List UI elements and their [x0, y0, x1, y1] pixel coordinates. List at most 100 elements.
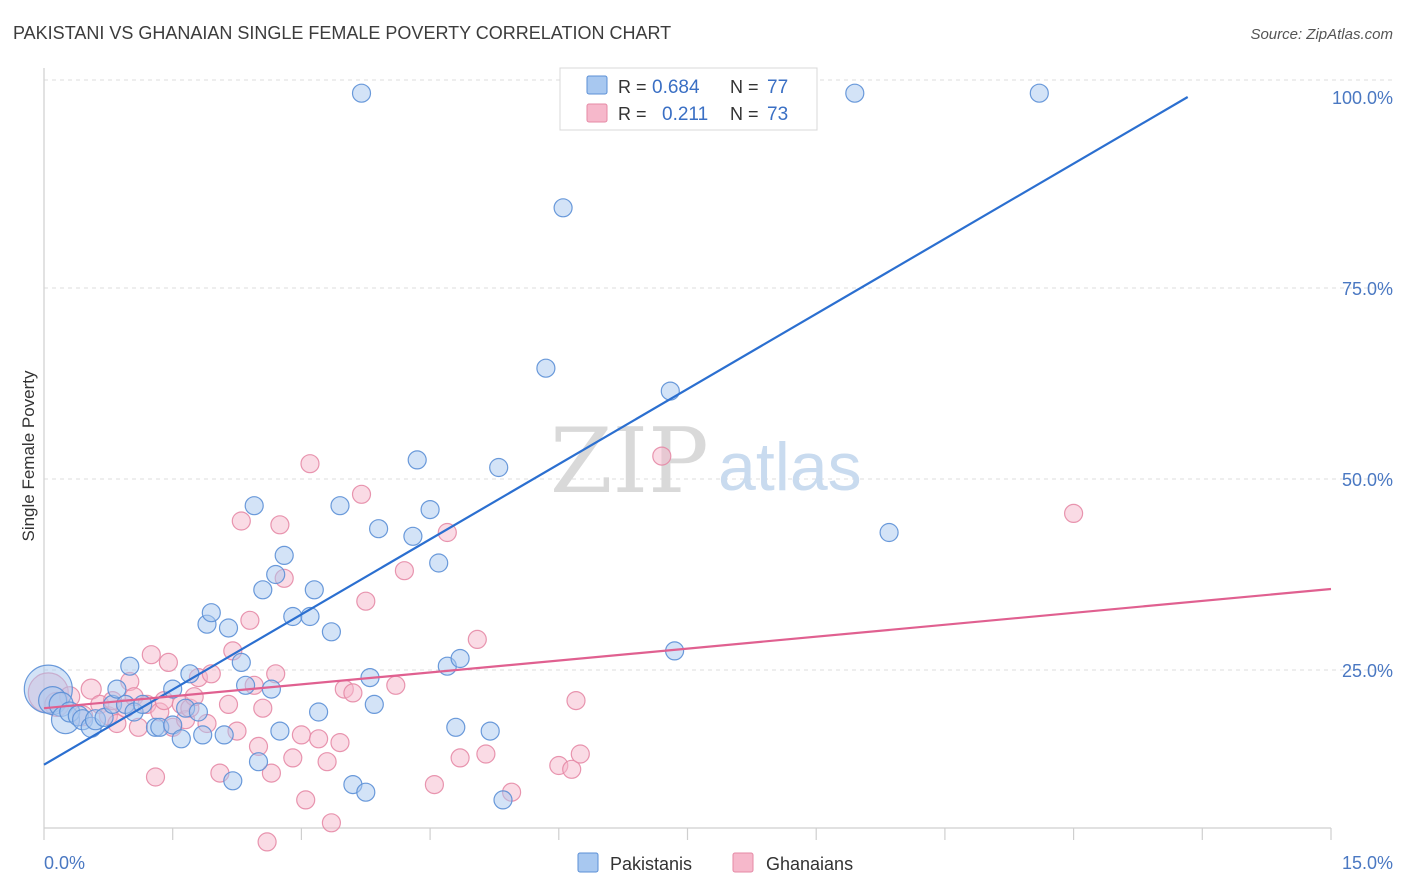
- pakistanis-point: [214, 725, 234, 745]
- ghanaians-point: [291, 725, 311, 745]
- ghanaians-point: [80, 678, 102, 700]
- legend-n-label: N =: [730, 104, 759, 124]
- pakistanis-point: [201, 603, 221, 623]
- pakistanis-point: [407, 450, 427, 470]
- ghanaians-point: [261, 763, 281, 783]
- x-tick-label-max: 15.0%: [1342, 853, 1393, 873]
- legend-r-label: R =: [618, 77, 647, 97]
- pakistanis-point: [309, 702, 329, 722]
- ghanaians-point: [1063, 503, 1084, 524]
- legend-label-ghanaians: Ghanaians: [766, 854, 853, 874]
- pakistanis-point: [120, 656, 140, 676]
- pakistanis-point: [236, 675, 256, 695]
- legend-swatch-pakistanis: [577, 852, 599, 873]
- pakistanis-point: [553, 198, 573, 218]
- chart-title: PAKISTANI VS GHANAIAN SINGLE FEMALE POVE…: [13, 23, 671, 43]
- series-legend: Pakistanis Ghanaians: [577, 852, 853, 874]
- y-axis-title: Single Female Poverty: [19, 370, 38, 542]
- pakistanis-point: [450, 648, 470, 669]
- ghanaians-point: [317, 752, 337, 772]
- ghanaians-point: [253, 698, 273, 718]
- pakistanis-point: [429, 553, 449, 573]
- pakistanis-point: [231, 652, 251, 673]
- legend-n-value-ghanaians: 73: [767, 104, 788, 125]
- pakistanis-point: [193, 725, 213, 745]
- chart-source: Source: ZipAtlas.com: [1250, 26, 1393, 43]
- ghanaians-point: [231, 511, 251, 531]
- pakistanis-points: [23, 83, 1049, 810]
- pakistanis-point: [364, 694, 384, 715]
- pakistanis-point: [330, 496, 350, 516]
- pakistanis-point: [188, 702, 208, 722]
- pakistanis-point: [261, 679, 281, 699]
- legend-r-value-ghanaians: 0.211: [662, 104, 708, 125]
- pakistanis-point: [218, 618, 239, 638]
- pakistanis-point: [489, 457, 509, 478]
- y-tick-labels: 25.0% 50.0% 75.0% 100.0%: [1332, 88, 1393, 681]
- pakistanis-point: [403, 526, 423, 546]
- ghanaians-point: [330, 732, 350, 753]
- pakistanis-point: [493, 790, 513, 810]
- pakistanis-point: [171, 729, 191, 749]
- pakistanis-point: [270, 721, 290, 741]
- ghanaians-point: [566, 690, 586, 711]
- legend-swatch-ghanaians: [732, 852, 754, 873]
- pakistanis-point: [879, 522, 899, 543]
- ghanaians-point: [141, 645, 161, 665]
- ghanaians-point: [158, 652, 178, 673]
- ghanaians-point: [476, 744, 496, 764]
- pakistanis-point: [253, 580, 273, 600]
- pakistanis-point: [107, 679, 127, 699]
- correlation-legend: R = 0.684 N = 77 R = 0.211 N = 73: [559, 67, 818, 131]
- pakistanis-point: [536, 358, 556, 378]
- ghanaians-point: [309, 729, 329, 749]
- ghanaians-point: [296, 790, 316, 810]
- ghanaians-point: [424, 774, 444, 795]
- ghanaians-trend-line: [43, 587, 1332, 710]
- legend-r-value-pakistanis: 0.684: [652, 77, 700, 98]
- watermark-atlas: atlas: [718, 429, 862, 505]
- gridlines: [44, 79, 1394, 671]
- ghanaians-point: [300, 454, 320, 474]
- pakistanis-point: [163, 715, 183, 735]
- pakistanis-point: [356, 782, 376, 802]
- ghanaians-point: [343, 683, 363, 703]
- ghanaians-point: [467, 629, 487, 650]
- ghanaians-point: [356, 591, 376, 611]
- pakistanis-point: [480, 721, 500, 741]
- pakistanis-point: [244, 496, 264, 516]
- pakistanis-point: [446, 717, 466, 737]
- y-tick-label: 25.0%: [1342, 661, 1393, 681]
- ghanaians-point: [145, 767, 166, 787]
- legend-n-label: N =: [730, 77, 759, 97]
- pakistanis-point: [266, 564, 286, 585]
- pakistanis-point: [660, 381, 680, 401]
- ghanaians-point: [270, 515, 290, 535]
- pakistanis-point: [1029, 83, 1049, 103]
- y-tick-label: 75.0%: [1342, 279, 1393, 299]
- ghanaians-point: [450, 748, 470, 768]
- legend-label-pakistanis: Pakistanis: [610, 854, 692, 874]
- ghanaians-point: [218, 694, 239, 715]
- pakistanis-point: [321, 622, 341, 642]
- y-tick-label: 50.0%: [1342, 470, 1393, 490]
- ghanaians-point: [386, 675, 406, 695]
- pakistanis-point: [369, 519, 389, 539]
- pakistanis-point: [248, 752, 269, 772]
- ghanaians-point: [283, 748, 303, 768]
- pakistanis-point: [351, 83, 372, 103]
- trend-lines: [43, 96, 1332, 766]
- ghanaians-point: [652, 446, 672, 466]
- pakistanis-point: [845, 83, 865, 103]
- ghanaians-point: [437, 522, 457, 543]
- pakistanis-point: [274, 545, 294, 566]
- ghanaians-point: [240, 610, 260, 630]
- ghanaians-point: [394, 561, 414, 581]
- x-tick-label-min: 0.0%: [44, 853, 85, 873]
- legend-n-value-pakistanis: 77: [767, 77, 788, 98]
- legend-r-label: R =: [618, 104, 647, 124]
- legend-swatch-ghanaians: [586, 103, 608, 123]
- ghanaians-point: [562, 759, 582, 779]
- pakistanis-point: [304, 580, 324, 600]
